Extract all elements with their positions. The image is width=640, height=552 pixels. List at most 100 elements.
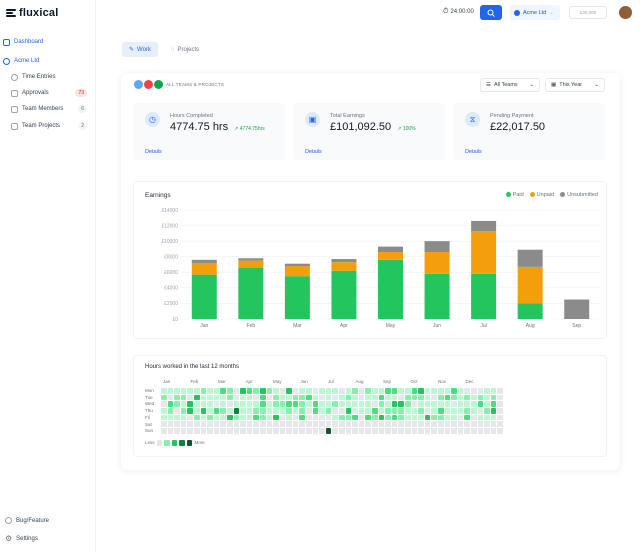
heatmap-cell[interactable] [497,408,503,414]
heatmap-cell[interactable] [299,421,306,428]
heatmap-cell[interactable] [404,421,411,428]
heatmap-cell[interactable] [253,421,259,428]
heatmap-cell[interactable] [411,428,418,434]
heatmap-cell[interactable] [451,428,457,434]
heatmap-cell[interactable] [424,421,431,428]
heatmap-cell[interactable] [187,394,193,401]
heatmap-cell[interactable] [187,414,193,421]
heatmap-cell[interactable] [306,421,312,428]
heatmap-cell[interactable] [161,428,167,434]
heatmap-cell[interactable] [385,421,391,428]
heatmap-cell[interactable] [470,401,477,408]
heatmap-cell[interactable] [418,408,424,414]
heatmap-cell[interactable] [477,408,484,414]
period-select[interactable]: ▦ This Year ⌄ [545,78,605,92]
heatmap-cell[interactable] [187,401,193,408]
heatmap-cell[interactable] [273,394,279,401]
heatmap-cell[interactable] [306,414,312,421]
heatmap-cell[interactable] [358,388,365,394]
bar-unsubmitted-jul[interactable] [471,220,497,232]
heatmap-cell[interactable] [286,421,292,428]
heatmap-cell[interactable] [411,414,418,421]
heatmap-cell[interactable] [477,401,484,408]
heatmap-cell[interactable] [213,401,220,408]
heatmap-cell[interactable] [187,428,193,434]
heatmap-cell[interactable] [352,408,358,414]
heatmap-cell[interactable] [484,421,490,428]
heatmap-cell[interactable] [246,428,253,434]
heatmap-cell[interactable] [253,428,259,434]
heatmap-cell[interactable] [174,421,180,428]
timer[interactable]: ⏱ 24:00:00 [443,8,474,16]
heatmap-cell[interactable] [464,401,470,408]
heatmap-cell[interactable] [451,421,457,428]
heatmap-cell[interactable] [378,401,385,408]
heatmap-cell[interactable] [431,408,437,414]
heatmap-cell[interactable] [398,421,404,428]
heatmap-cell[interactable] [339,408,345,414]
heatmap-cell[interactable] [437,388,444,394]
heatmap-cell[interactable] [246,421,253,428]
org-select[interactable]: Acme Ltd ⌄ [510,5,560,20]
heatmap-cell[interactable] [451,394,457,401]
heatmap-cell[interactable] [193,394,200,401]
heatmap-cell[interactable] [385,414,391,421]
bar-unsubmitted-jun[interactable] [424,241,450,253]
heatmap-cell[interactable] [365,428,371,434]
bar-paid-feb[interactable] [238,267,264,319]
heatmap-cell[interactable] [253,401,259,408]
heatmap-cell[interactable] [424,428,431,434]
heatmap-cell[interactable] [207,421,213,428]
bar-paid-mar[interactable] [284,276,310,319]
heatmap-cell[interactable] [444,388,451,394]
heatmap-cell[interactable] [385,388,391,394]
heatmap-cell[interactable] [259,394,266,401]
heatmap-cell[interactable] [319,388,325,394]
heatmap-cell[interactable] [411,394,418,401]
bar-unsubmitted-aug[interactable] [517,249,543,267]
heatmap-cell[interactable] [325,414,332,421]
heatmap-cell[interactable] [490,388,497,394]
heatmap-cell[interactable] [457,408,464,414]
sidebar-item-approvals[interactable]: Approvals 73 [0,86,96,100]
heatmap-cell[interactable] [174,388,180,394]
heatmap-cell[interactable] [365,414,371,421]
heatmap-cell[interactable] [299,388,306,394]
heatmap-cell[interactable] [418,388,424,394]
heatmap-cell[interactable] [437,408,444,414]
heatmap-cell[interactable] [464,421,470,428]
heatmap-cell[interactable] [404,401,411,408]
heatmap-cell[interactable] [404,394,411,401]
heatmap-cell[interactable] [233,408,240,414]
heatmap-cell[interactable] [391,414,398,421]
heatmap-cell[interactable] [437,421,444,428]
heatmap-cell[interactable] [378,428,385,434]
heatmap-cell[interactable] [193,428,200,434]
heatmap-cell[interactable] [484,388,490,394]
heatmap-cell[interactable] [325,388,332,394]
timer-action-button[interactable] [480,5,502,20]
heatmap-cell[interactable] [167,401,174,408]
heatmap-cell[interactable] [253,394,259,401]
heatmap-cell[interactable] [292,388,299,394]
heatmap-cell[interactable] [325,401,332,408]
heatmap-cell[interactable] [200,428,207,434]
heatmap-cell[interactable] [273,388,279,394]
heatmap-cell[interactable] [213,428,220,434]
heatmap-cell[interactable] [398,394,404,401]
heatmap-cell[interactable] [253,388,259,394]
heatmap-cell[interactable] [167,394,174,401]
heatmap-cell[interactable] [345,414,352,421]
heatmap-cell[interactable] [174,414,180,421]
heatmap-cell[interactable] [240,414,246,421]
heatmap-cell[interactable] [312,394,319,401]
heatmap-cell[interactable] [161,408,167,414]
heatmap-cell[interactable] [273,421,279,428]
teams-select[interactable]: ☰ All Teams ⌄ [480,78,540,92]
bar-paid-jul[interactable] [471,273,497,319]
heatmap-cell[interactable] [220,421,226,428]
heatmap-cell[interactable] [207,414,213,421]
heatmap-cell[interactable] [246,414,253,421]
heatmap-cell[interactable] [200,401,207,408]
details-link[interactable]: Details [465,149,482,155]
